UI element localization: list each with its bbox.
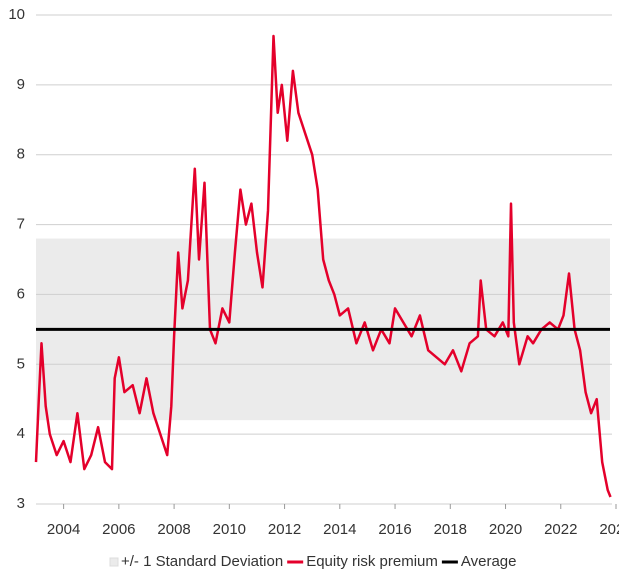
x-tick-label: 2016 [378,521,411,538]
legend-label: Average [461,553,517,570]
x-tick-label: 2010 [213,521,246,538]
series-line [34,34,612,498]
legend-swatch [109,557,119,567]
y-tick-label: 6 [17,285,25,302]
x-tick-label: 2008 [157,521,190,538]
legend-label: +/- 1 Standard Deviation [121,553,283,570]
y-tick-label: 3 [17,495,25,512]
x-tick-label: 2018 [434,521,467,538]
x-tick-label: 2014 [323,521,356,538]
x-tick-label: 2012 [268,521,301,538]
y-tick-label: 5 [17,355,25,372]
y-tick-label: 7 [17,216,25,233]
y-tick-label: 8 [17,146,25,163]
y-tick-label: 10 [8,6,25,23]
x-tick-label: 2024 [599,521,619,538]
x-tick-label: 2006 [102,521,135,538]
x-tick-label: 2020 [489,521,522,538]
y-tick-label: 4 [17,425,25,442]
x-tick-label: 2004 [47,521,80,538]
y-tick-label: 9 [17,76,25,93]
legend-label: Equity risk premium [306,553,438,570]
x-tick-label: 2022 [544,521,577,538]
